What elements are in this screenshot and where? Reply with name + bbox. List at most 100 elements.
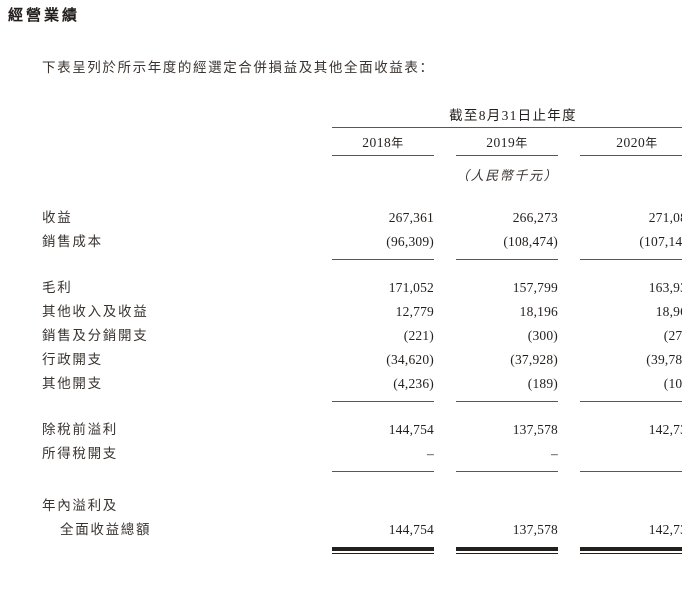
cell-cost-of-sales-2018: (96,309) bbox=[386, 234, 434, 249]
row-gap-2 bbox=[434, 276, 456, 300]
spacer-after-group-2 bbox=[0, 402, 682, 418]
row-gap-1 bbox=[310, 206, 332, 230]
row-label-cost-of-sales: 銷售成本 bbox=[42, 234, 103, 249]
double-rule-spacer bbox=[0, 542, 310, 554]
subtotal-rule-row bbox=[0, 254, 682, 260]
row-label-other-expenses: 其他開支 bbox=[42, 376, 103, 391]
subtotal-rule-2019 bbox=[456, 466, 558, 472]
period-header-label: 截至8月31日止年度 bbox=[449, 108, 577, 123]
table-header-year-row: 2018年 2019年 2020年 bbox=[0, 128, 682, 155]
column-header-2020: 2020年 bbox=[580, 128, 682, 155]
cell-selling-distribution-2019: (300) bbox=[527, 328, 558, 343]
total-row-line1: 年內溢利及 bbox=[0, 494, 682, 518]
cell-administrative-2019: (37,928) bbox=[510, 352, 558, 367]
subtotal-rule-2020 bbox=[580, 466, 682, 472]
column-header-2020-year: 2020 bbox=[616, 135, 646, 150]
column-header-2018: 2018年 bbox=[332, 128, 434, 155]
currency-note-row: （人民幣千元） bbox=[0, 156, 682, 184]
cell-other-income-2019: 18,196 bbox=[519, 304, 558, 319]
cell-gross-profit-2019: 157,799 bbox=[512, 280, 558, 295]
row-gap-2 bbox=[434, 300, 456, 324]
column-rule-2018 bbox=[332, 155, 434, 156]
row-label-administrative-expenses: 行政開支 bbox=[42, 352, 103, 367]
period-header-rule bbox=[332, 127, 682, 128]
total-double-rule-2019 bbox=[456, 542, 558, 554]
total-gap-2 bbox=[434, 518, 456, 542]
subtotal-rule-row bbox=[0, 396, 682, 402]
currency-gap-2 bbox=[434, 156, 456, 184]
row-gap-2 bbox=[434, 230, 456, 254]
spacer-after-group-1 bbox=[0, 260, 682, 276]
table-row: 其他開支 (4,236) (189) (109) bbox=[0, 372, 682, 396]
subtotal-rule-2018 bbox=[332, 466, 434, 472]
table-row: 收益 267,361 266,273 271,083 bbox=[0, 206, 682, 230]
cell-other-income-2018: 12,779 bbox=[395, 304, 434, 319]
cell-cost-of-sales-2020: (107,147) bbox=[639, 234, 682, 249]
cell-other-expenses-2019: (189) bbox=[527, 376, 558, 391]
row-label-revenue: 收益 bbox=[42, 210, 73, 225]
column-header-2019-suffix: 年 bbox=[515, 136, 528, 150]
cell-other-income-2020: 18,967 bbox=[655, 304, 682, 319]
cell-selling-distribution-2018: (221) bbox=[403, 328, 434, 343]
currency-gap-3 bbox=[558, 156, 580, 184]
row-label-profit-before-tax: 除稅前溢利 bbox=[42, 422, 118, 437]
page-title: 經營業績 bbox=[8, 8, 81, 24]
row-label-gross-profit: 毛利 bbox=[42, 280, 73, 295]
year-header-spacer bbox=[0, 128, 310, 155]
cell-revenue-2020: 271,083 bbox=[648, 210, 682, 225]
cell-other-expenses-2020: (109) bbox=[663, 376, 682, 391]
subtotal-rule-2018 bbox=[332, 396, 434, 402]
row-gap-3 bbox=[558, 418, 580, 442]
column-header-2019-year: 2019 bbox=[486, 135, 516, 150]
column-rule-2020 bbox=[580, 155, 682, 156]
table-row: 毛利 171,052 157,799 163,936 bbox=[0, 276, 682, 300]
cell-total-2020: 142,735 bbox=[648, 522, 682, 537]
currency-spacer bbox=[0, 156, 310, 184]
row-gap-1 bbox=[310, 276, 332, 300]
row-label-income-tax-expense: 所得稅開支 bbox=[42, 446, 118, 461]
double-rule-gap-1 bbox=[310, 542, 332, 554]
cell-gross-profit-2018: 171,052 bbox=[388, 280, 434, 295]
table-row: 銷售成本 (96,309) (108,474) (107,147) bbox=[0, 230, 682, 254]
column-rule-2019 bbox=[456, 155, 558, 156]
header-gap bbox=[310, 104, 332, 127]
header-spacer bbox=[0, 104, 310, 127]
row-gap-2 bbox=[434, 324, 456, 348]
year-header-gap-1 bbox=[310, 128, 332, 155]
row-gap-1 bbox=[310, 324, 332, 348]
total-double-rule-row bbox=[0, 542, 682, 554]
total-pad-2018 bbox=[332, 494, 434, 518]
row-gap-2 bbox=[434, 442, 456, 466]
total-double-rule-2020 bbox=[580, 542, 682, 554]
row-gap-3 bbox=[558, 324, 580, 348]
table-row: 行政開支 (34,620) (37,928) (39,782) bbox=[0, 348, 682, 372]
financial-statement-table: 截至8月31日止年度 2018年 2019年 2020年 bbox=[0, 104, 682, 554]
subtotal-rule-2018 bbox=[332, 254, 434, 260]
row-gap-3 bbox=[558, 372, 580, 396]
row-gap-2 bbox=[434, 206, 456, 230]
column-header-2020-suffix: 年 bbox=[645, 136, 658, 150]
subtotal-rule-2020 bbox=[580, 396, 682, 402]
cell-revenue-2018: 267,361 bbox=[388, 210, 434, 225]
row-label-other-income: 其他收入及收益 bbox=[42, 304, 149, 319]
row-gap-3 bbox=[558, 206, 580, 230]
currency-unit-label: （人民幣千元） bbox=[456, 168, 559, 183]
subtotal-rule-2020 bbox=[580, 254, 682, 260]
row-gap-2 bbox=[434, 418, 456, 442]
subtotal-rule-2019 bbox=[456, 396, 558, 402]
cell-cost-of-sales-2019: (108,474) bbox=[503, 234, 558, 249]
row-gap-3 bbox=[558, 276, 580, 300]
total-pad-2019 bbox=[456, 494, 558, 518]
cell-total-2018: 144,754 bbox=[388, 522, 434, 537]
total-gap-1 bbox=[310, 518, 332, 542]
row-gap-1 bbox=[310, 300, 332, 324]
cell-profit-before-tax-2019: 137,578 bbox=[512, 422, 558, 437]
column-header-2018-suffix: 年 bbox=[391, 136, 404, 150]
year-header-gap-2 bbox=[434, 128, 456, 155]
total-gap-1 bbox=[310, 494, 332, 518]
table-row: 其他收入及收益 12,779 18,196 18,967 bbox=[0, 300, 682, 324]
cell-administrative-2018: (34,620) bbox=[386, 352, 434, 367]
cell-revenue-2019: 266,273 bbox=[512, 210, 558, 225]
row-gap-3 bbox=[558, 300, 580, 324]
row-gap-1 bbox=[310, 442, 332, 466]
